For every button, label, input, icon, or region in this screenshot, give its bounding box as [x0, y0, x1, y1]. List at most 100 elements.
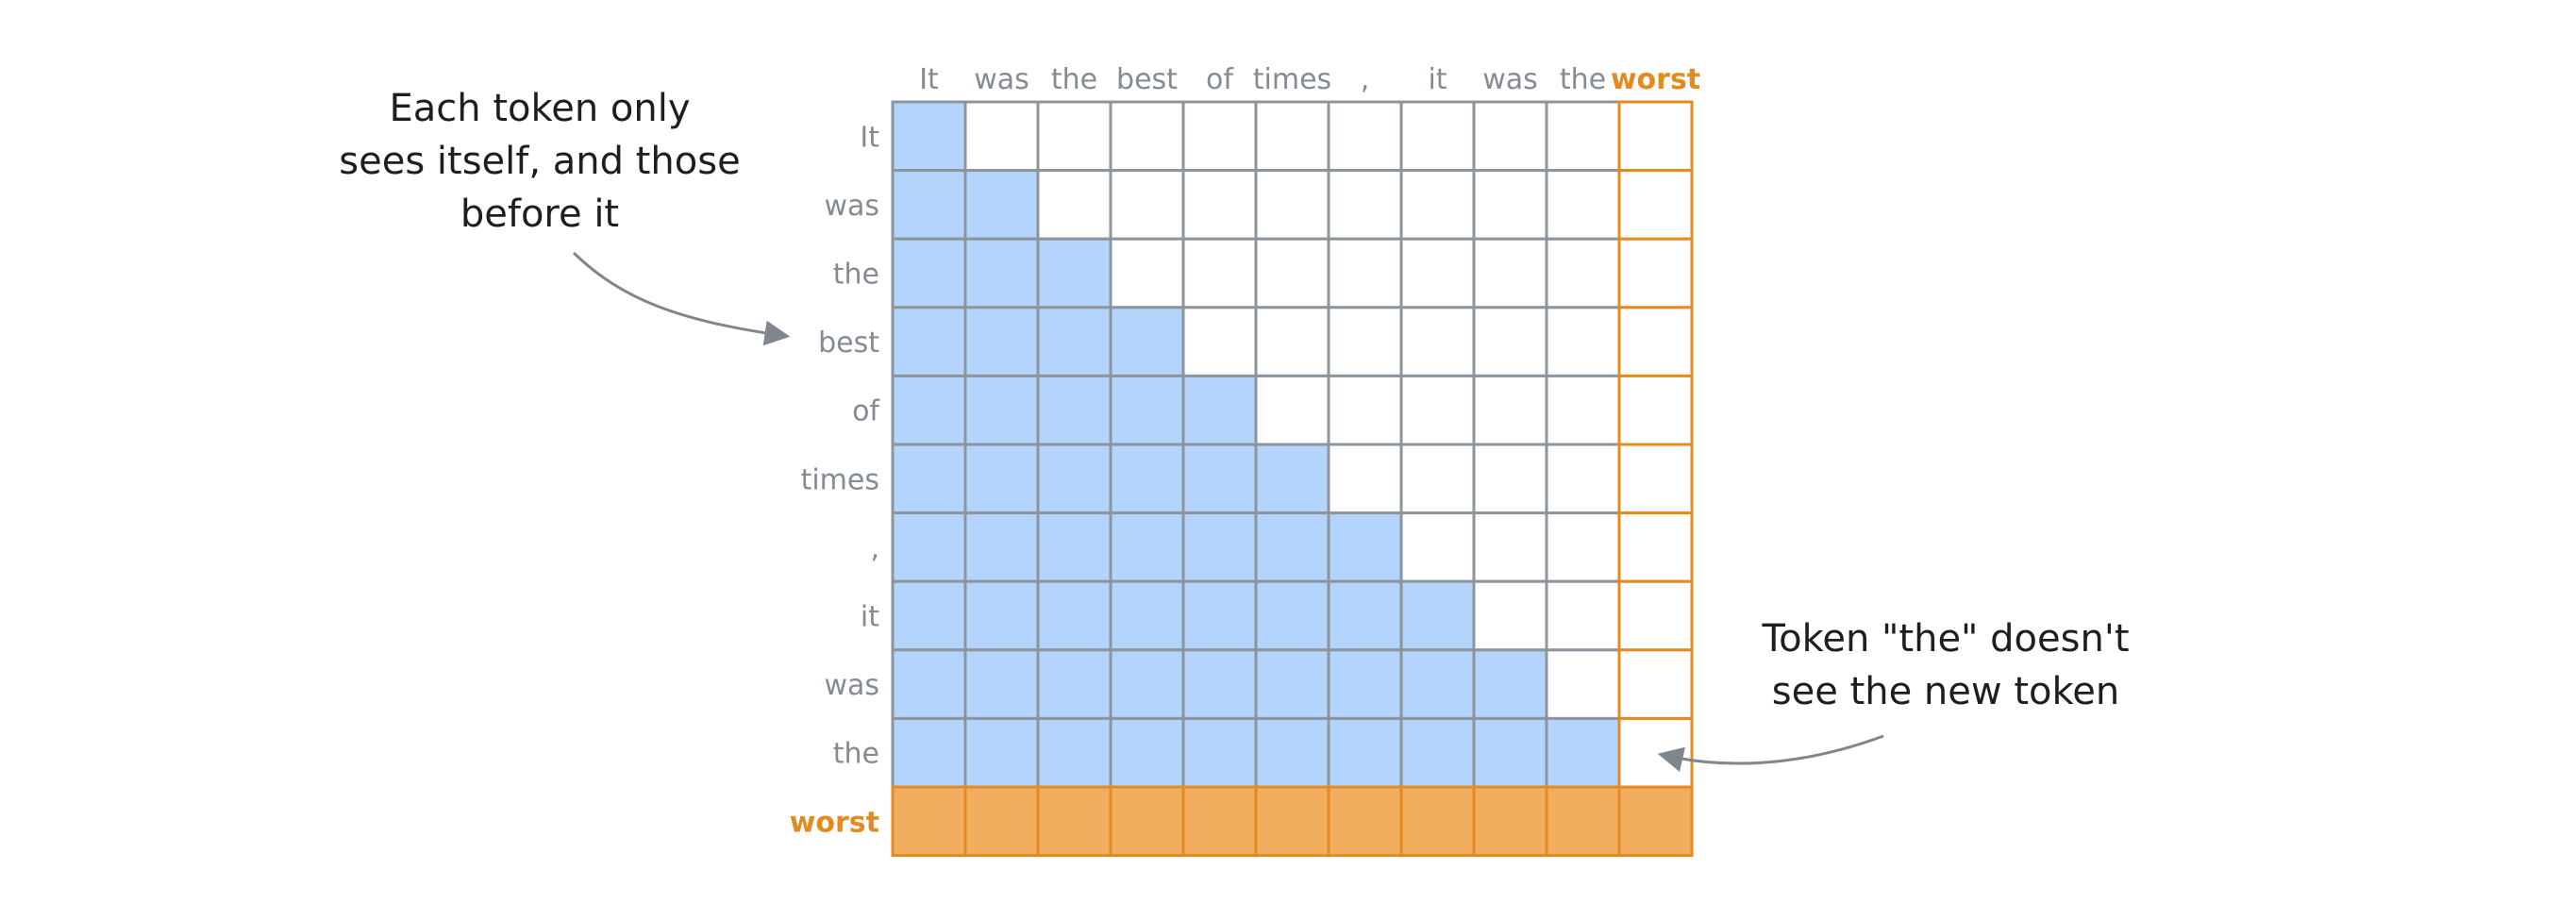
grid-cell-2-1-visible	[963, 237, 1040, 310]
right-note-line-1: Token "the" doesn't	[1761, 617, 2129, 661]
grid-cell-6-0-visible	[891, 511, 967, 583]
grid-cell-8-1-visible	[963, 648, 1040, 720]
grid-cell-1-3-masked	[1109, 169, 1185, 241]
row-label: of	[852, 395, 880, 428]
grid-cell-10-7-new-token	[1399, 785, 1476, 858]
grid-cell-8-10-new-token-masked	[1617, 648, 1694, 720]
grid-cell-2-3-masked	[1109, 237, 1185, 310]
row-label: it	[861, 601, 879, 634]
grid-cell-7-0-visible	[891, 579, 967, 652]
grid-cell-5-10-new-token-masked	[1617, 443, 1694, 515]
grid-cell-2-4-masked	[1181, 237, 1258, 310]
grid-cell-3-8-masked	[1472, 306, 1548, 377]
grid-cell-4-2-visible	[1036, 374, 1112, 446]
grid-cell-6-6-visible	[1327, 511, 1403, 583]
grid-cell-10-6-new-token	[1327, 785, 1403, 858]
grid-cell-6-8-masked	[1472, 511, 1548, 583]
grid-cell-6-3-visible	[1109, 511, 1185, 583]
grid-cell-9-6-visible	[1327, 716, 1403, 789]
grid-cell-7-6-visible	[1327, 579, 1403, 652]
grid-cell-8-4-visible	[1181, 648, 1258, 720]
grid-cell-9-5-visible	[1254, 716, 1330, 789]
grid-cell-4-7-masked	[1399, 374, 1476, 446]
grid-cell-6-9-masked	[1545, 511, 1621, 583]
grid-cell-9-7-visible	[1399, 716, 1476, 789]
grid-cell-8-8-visible	[1472, 648, 1548, 720]
grid-cell-2-10-new-token-masked	[1617, 237, 1694, 310]
grid-cell-0-9-masked	[1545, 100, 1621, 173]
grid-cell-1-2-masked	[1036, 169, 1112, 241]
grid-cell-9-8-visible	[1472, 716, 1548, 789]
grid-cell-3-0-visible	[891, 306, 967, 377]
grid-cell-4-0-visible	[891, 374, 967, 446]
grid-cell-0-7-masked	[1399, 100, 1476, 173]
grid-cell-5-1-visible	[963, 443, 1040, 515]
grid-cell-10-9-new-token	[1545, 785, 1621, 858]
grid-cell-7-8-masked	[1472, 579, 1548, 652]
grid-cell-3-9-masked	[1545, 306, 1621, 377]
grid-cell-6-4-visible	[1181, 511, 1258, 583]
row-labels: It was the best of times, it was the worst	[790, 121, 881, 839]
row-label: the	[833, 259, 879, 292]
grid-cell-10-10-new-token	[1617, 785, 1694, 858]
column-label: best	[1116, 63, 1178, 96]
grid-cell-2-7-masked	[1399, 237, 1476, 310]
grid-cell-6-10-new-token-masked	[1617, 511, 1694, 583]
row-label: was	[824, 190, 879, 223]
grid-cell-0-10-new-token-masked	[1617, 100, 1694, 173]
column-label: ,	[1361, 63, 1370, 96]
grid-cell-0-6-masked	[1327, 100, 1403, 173]
grid-cell-8-0-visible	[891, 648, 967, 720]
grid-cell-10-5-new-token	[1254, 785, 1330, 858]
grid-cell-3-6-masked	[1327, 306, 1403, 377]
grid-cell-2-9-masked	[1545, 237, 1621, 310]
grid-cell-1-9-masked	[1545, 169, 1621, 241]
row-label: It	[860, 121, 879, 154]
grid-cell-3-2-visible	[1036, 306, 1112, 377]
grid-cell-6-5-visible	[1254, 511, 1330, 583]
grid-cell-5-5-visible	[1254, 443, 1330, 515]
grid-cell-1-0-visible	[891, 169, 967, 241]
grid-cell-0-5-masked	[1254, 100, 1330, 173]
grid-cell-4-1-visible	[963, 374, 1040, 446]
grid-cell-10-4-new-token	[1181, 785, 1258, 858]
grid-cell-0-4-masked	[1181, 100, 1258, 173]
grid-cell-3-7-masked	[1399, 306, 1476, 377]
grid-cell-7-3-visible	[1109, 579, 1185, 652]
grid-cell-7-7-visible	[1399, 579, 1476, 652]
grid-cell-7-9-masked	[1545, 579, 1621, 652]
grid-cell-2-0-visible	[891, 237, 967, 310]
grid-cell-5-2-visible	[1036, 443, 1112, 515]
row-label: best	[818, 326, 879, 360]
grid-cell-0-8-masked	[1472, 100, 1548, 173]
column-label: the	[1051, 63, 1097, 96]
grid-cell-5-6-masked	[1327, 443, 1403, 515]
left-annotation: Each token only sees itself, and those b…	[339, 87, 791, 346]
grid-cell-5-9-masked	[1545, 443, 1621, 515]
grid-cell-4-4-visible	[1181, 374, 1258, 446]
grid-cell-1-8-masked	[1472, 169, 1548, 241]
column-label: of	[1206, 63, 1234, 96]
grid-cell-5-7-masked	[1399, 443, 1476, 515]
grid-cell-9-0-visible	[891, 716, 967, 789]
column-label: It	[919, 63, 939, 96]
grid-cell-2-2-visible	[1036, 237, 1112, 310]
grid-cell-9-2-visible	[1036, 716, 1112, 789]
column-label-new-token: worst	[1611, 63, 1700, 96]
left-note-line-1: Each token only	[389, 87, 690, 130]
grid-cell-6-1-visible	[963, 511, 1040, 583]
grid-cell-10-2-new-token	[1036, 785, 1112, 858]
grid-cell-3-1-visible	[963, 306, 1040, 377]
column-label: the	[1560, 63, 1606, 96]
grid-cell-8-2-visible	[1036, 648, 1112, 720]
grid-cell-8-3-visible	[1109, 648, 1185, 720]
row-label-new-token: worst	[790, 806, 879, 839]
grid-cell-1-4-masked	[1181, 169, 1258, 241]
grid-cell-2-5-masked	[1254, 237, 1330, 310]
grid-cell-0-2-masked	[1036, 100, 1112, 173]
row-label: times	[801, 463, 879, 496]
grid-cell-1-1-visible	[963, 169, 1040, 241]
grid-cell-9-10-new-token-masked	[1617, 716, 1694, 789]
grid-cell-10-1-new-token	[963, 785, 1040, 858]
